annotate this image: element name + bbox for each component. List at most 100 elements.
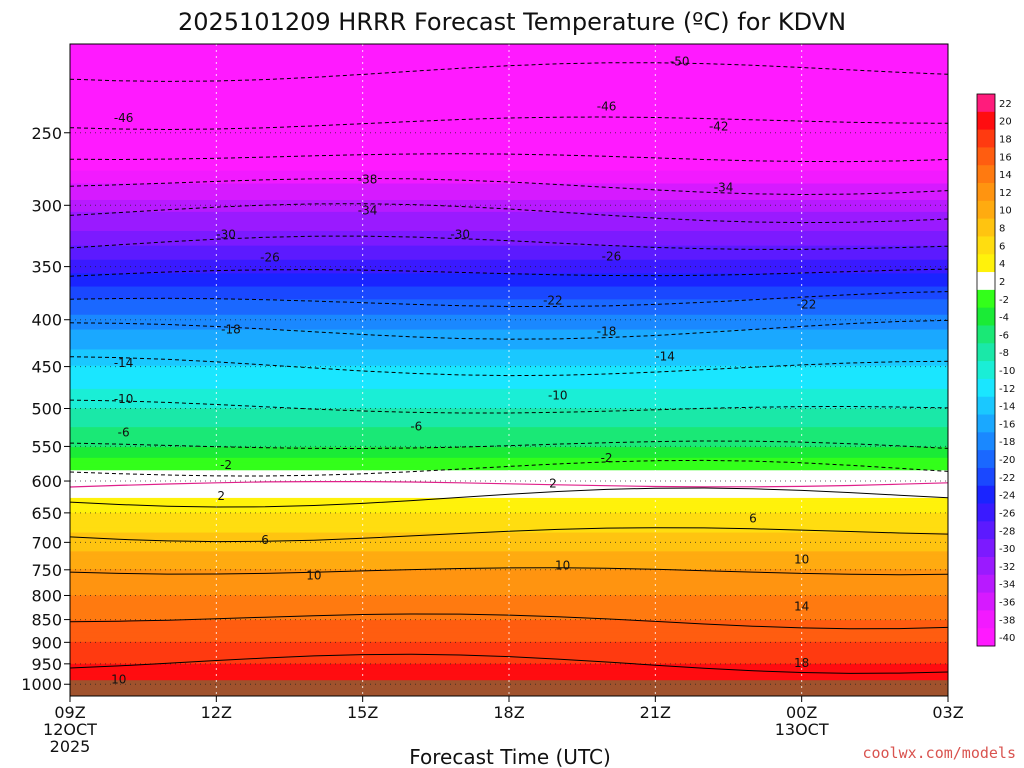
colorbar-label-0: 22 — [999, 99, 1012, 110]
field-band-126 — [70, 466, 948, 469]
contour-labels: -50-46-46-42-38-34-34-30 -30-26 -26-22 -22-… — [111, 55, 816, 687]
field-band-40 — [70, 230, 948, 236]
field-band-197 — [70, 590, 948, 594]
field-band-107 — [70, 424, 948, 428]
field-band-60 — [70, 299, 948, 304]
colorbar-label-6: 10 — [999, 206, 1012, 217]
y-tick-label-1: 300 — [31, 196, 62, 215]
field-band-251 — [70, 665, 948, 667]
colorbar-swatch-4 — [977, 165, 995, 184]
field-band-157 — [70, 525, 948, 528]
field-band-101 — [70, 410, 948, 414]
contour-line-11 — [69, 440, 949, 450]
field-band-28 — [70, 183, 948, 189]
field-band-243 — [70, 654, 948, 657]
field-band-118 — [70, 449, 948, 453]
x-tick-label-0-2: 2025 — [50, 737, 91, 756]
field-band-155 — [70, 521, 948, 525]
field-band-255 — [70, 670, 948, 672]
field-band-229 — [70, 636, 948, 639]
field-band-232 — [70, 640, 948, 643]
field-band-115 — [70, 442, 948, 446]
field-band-123 — [70, 459, 948, 463]
field-band-172 — [70, 551, 948, 554]
contour-label-15: -14 — [114, 356, 134, 370]
field-band-245 — [70, 657, 948, 660]
field-band-95 — [70, 396, 948, 400]
field-band-120 — [70, 453, 948, 457]
field-band-124 — [70, 462, 948, 465]
field-band-247 — [70, 660, 948, 662]
field-band-80 — [70, 357, 948, 361]
colorbar-swatch-3 — [977, 147, 995, 166]
contour-label-5: -34 — [358, 204, 378, 218]
contour-label-28: 10 — [555, 559, 570, 573]
contour-label-18: -10 — [548, 389, 568, 403]
field-band-100 — [70, 408, 948, 412]
field-band-141 — [70, 496, 948, 499]
field-band-82 — [70, 363, 948, 367]
y-tick-label-5: 500 — [31, 400, 62, 419]
colorbar-swatch-30 — [977, 628, 995, 647]
field-band-135 — [70, 484, 948, 487]
field-band-9 — [70, 94, 948, 101]
field-band-130 — [70, 474, 948, 477]
colorbar-swatch-28 — [977, 592, 995, 611]
credit-text: coolwx.com/models — [862, 744, 1016, 762]
chart-title: 2025101209 HRRR Forecast Temperature (ºC… — [178, 8, 846, 36]
colorbar-swatch-11 — [977, 289, 995, 309]
y-tick-label-3: 400 — [31, 311, 62, 330]
field-band-242 — [70, 653, 948, 656]
field-band-67 — [70, 320, 948, 325]
colorbar-swatch-24 — [977, 521, 995, 540]
field-band-171 — [70, 549, 948, 552]
field-band-97 — [70, 401, 948, 405]
colorbar-label-29: -38 — [999, 615, 1015, 626]
colorbar-swatch-25 — [977, 539, 995, 558]
field-band-144 — [70, 501, 948, 505]
contour-line-15 — [69, 567, 949, 576]
contour-label-30: 14 — [794, 600, 809, 614]
field-band-102 — [70, 413, 948, 417]
field-band-210 — [70, 610, 948, 613]
field-band-150 — [70, 512, 948, 516]
colorbar-swatch-8 — [977, 236, 995, 255]
field-band-198 — [70, 592, 948, 595]
field-band-0 — [70, 44, 948, 51]
colorbar-label-20: -20 — [999, 455, 1015, 466]
field-band-29 — [70, 187, 948, 193]
field-band-127 — [70, 468, 948, 471]
y-tick-label-12: 850 — [31, 611, 62, 630]
field-band-182 — [70, 567, 948, 570]
colorbar-label-1: 20 — [999, 117, 1012, 128]
contour-label-17: -10 — [114, 392, 134, 406]
field-band-64 — [70, 311, 948, 316]
field-band-206 — [70, 604, 948, 607]
contour-label-32: 10 — [111, 672, 126, 686]
field-band-106 — [70, 422, 948, 426]
contour-label-10: -26 — [602, 249, 622, 263]
field-band-195 — [70, 587, 948, 591]
field-band-83 — [70, 365, 948, 369]
colorbar-label-18: -16 — [999, 419, 1015, 430]
contour-line-2 — [69, 153, 949, 163]
field-band-34 — [70, 207, 948, 213]
ground-fill — [70, 680, 948, 696]
field-band-202 — [70, 598, 948, 601]
field-band-96 — [70, 398, 948, 402]
field-band-211 — [70, 611, 948, 614]
contour-line-16 — [69, 613, 949, 630]
contour-label-19: -6 — [118, 425, 130, 439]
y-tick-label-15: 1000 — [21, 675, 62, 694]
field-band-69 — [70, 326, 948, 331]
field-band-184 — [70, 570, 948, 574]
field-band-117 — [70, 447, 948, 450]
field-band-207 — [70, 605, 948, 608]
field-band-147 — [70, 507, 948, 510]
field-band-113 — [70, 438, 948, 442]
colorbar-label-19: -18 — [999, 437, 1015, 448]
field-band-50 — [70, 266, 948, 271]
contour-label-3: -42 — [709, 119, 729, 133]
colorbar-frame — [976, 93, 996, 647]
contour-label-4: -38 — [358, 172, 378, 186]
